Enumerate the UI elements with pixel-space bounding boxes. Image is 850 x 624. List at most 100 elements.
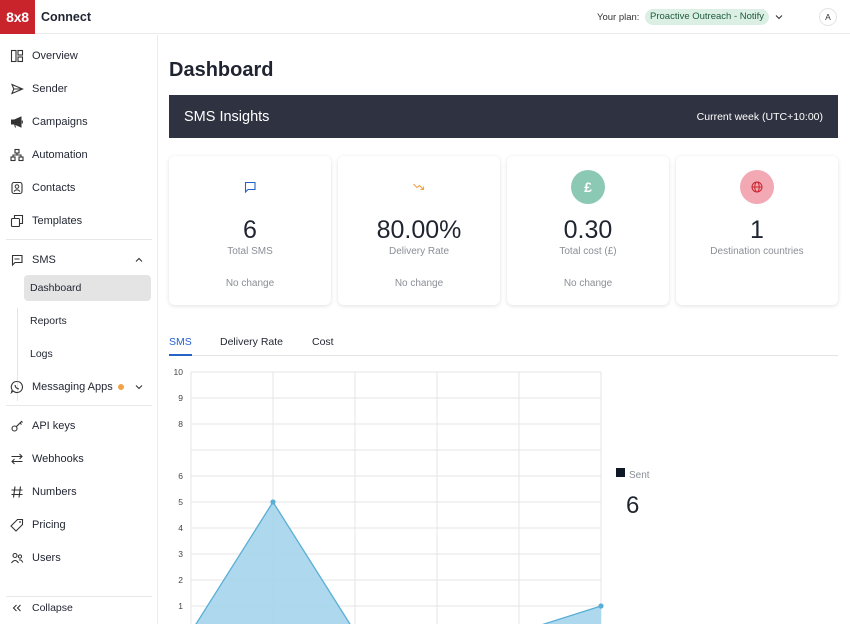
stat-change: No change — [394, 278, 444, 289]
overview-icon — [10, 49, 24, 63]
period-selector[interactable]: Current week (UTC+10:00) — [696, 111, 823, 123]
hash-icon — [10, 485, 24, 499]
sidebar-item-messaging-apps[interactable]: Messaging Apps — [10, 377, 124, 397]
sidebar-item-label: Automation — [32, 149, 88, 161]
stat-value: 1 — [750, 216, 764, 244]
sidebar-item-label: Campaigns — [32, 116, 88, 128]
y-tick-label: 6 — [178, 471, 183, 481]
notification-dot — [117, 384, 124, 390]
sidebar-item-label: SMS — [32, 254, 56, 266]
sidebar-item-api-keys[interactable]: API keys — [10, 416, 75, 436]
y-tick-label: 8 — [178, 419, 183, 429]
sidebar-item-campaigns[interactable]: Campaigns — [10, 112, 88, 132]
sidebar-item-overview[interactable]: Overview — [10, 46, 78, 66]
y-tick-label: 5 — [178, 497, 183, 507]
chart-tabs: SMS Delivery Rate Cost — [169, 330, 838, 356]
pound-icon: £ — [571, 170, 605, 204]
stat-label: Total SMS — [227, 246, 273, 257]
legend-total: 6 — [626, 492, 640, 519]
sidebar-divider — [6, 405, 152, 406]
sidebar-item-label: Users — [32, 552, 61, 564]
chat-icon — [10, 253, 24, 267]
stat-card-total-cost: £ 0.30 Total cost (£) No change — [507, 156, 669, 305]
stat-value: 0.30 — [563, 216, 613, 244]
legend-swatch — [616, 468, 625, 477]
submenu-guide-line — [17, 308, 18, 401]
stat-card-total-sms: 6 Total SMS No change — [169, 156, 331, 305]
sidebar-item-label: Webhooks — [32, 453, 84, 465]
insights-banner: SMS Insights Current week (UTC+10:00) — [169, 95, 838, 138]
chevron-up-icon[interactable] — [134, 255, 144, 265]
sidebar-subitem-dashboard[interactable]: Dashboard — [24, 275, 151, 301]
stat-label: Delivery Rate — [388, 246, 450, 257]
stat-change: No change — [225, 278, 275, 289]
sidebar-item-automation[interactable]: Automation — [10, 145, 88, 165]
collapse-button[interactable]: Collapse — [10, 598, 73, 618]
legend-series-name: Sent — [629, 470, 650, 481]
sidebar-item-label: Messaging Apps — [32, 381, 113, 393]
sidebar-divider — [6, 596, 152, 597]
stat-change: No change — [563, 278, 613, 289]
plan-badge[interactable]: Proactive Outreach - Notify — [645, 9, 770, 25]
sidebar-item-contacts[interactable]: Contacts — [10, 178, 75, 198]
avatar[interactable]: A — [819, 8, 837, 26]
sidebar-item-webhooks[interactable]: Webhooks — [10, 449, 84, 469]
brand-name: Connect — [41, 10, 91, 24]
data-point — [598, 603, 604, 609]
series-area — [196, 502, 601, 624]
tab-delivery-rate[interactable]: Delivery Rate — [220, 336, 284, 348]
chevron-down-icon[interactable] — [774, 12, 784, 22]
tag-icon — [10, 518, 24, 532]
y-tick-label: 9 — [178, 393, 183, 403]
sidebar-item-sender[interactable]: Sender — [10, 79, 67, 99]
y-tick-label: 1 — [178, 601, 183, 611]
sidebar-subitem-logs[interactable]: Logs — [30, 348, 53, 360]
sidebar-item-label: Contacts — [32, 182, 76, 194]
templates-icon — [10, 214, 24, 228]
collapse-label: Collapse — [32, 602, 73, 614]
top-bar: 8x8 Connect Your plan: Proactive Outreac… — [0, 0, 850, 34]
tab-cost[interactable]: Cost — [312, 336, 334, 348]
stat-label: Destination countries — [710, 246, 804, 257]
stat-value: 80.00% — [376, 216, 462, 244]
tab-sms[interactable]: SMS — [169, 336, 192, 356]
stat-card-destination-countries: 1 Destination countries — [676, 156, 838, 305]
logo[interactable]: 8x8 — [0, 0, 35, 34]
sidebar-item-numbers[interactable]: Numbers — [10, 482, 77, 502]
sidebar-subitem-reports[interactable]: Reports — [30, 315, 67, 327]
sidebar-item-label: Templates — [32, 215, 83, 227]
plan-label: Your plan: — [597, 12, 640, 23]
users-icon — [10, 551, 24, 565]
data-point — [270, 499, 276, 505]
page-title: Dashboard — [169, 59, 274, 81]
stat-value: 6 — [243, 216, 257, 244]
sidebar-item-pricing[interactable]: Pricing — [10, 515, 66, 535]
webhooks-icon — [10, 452, 24, 466]
sidebar-item-sms[interactable]: SMS — [10, 250, 56, 270]
message-icon — [233, 170, 267, 204]
whatsapp-icon — [10, 380, 24, 394]
y-tick-label: 10 — [174, 367, 184, 377]
sidebar: Overview Sender Campaigns Automation Con… — [0, 35, 158, 624]
sms-area-chart: 10 9 8 6 5 4 3 2 1 — [174, 367, 604, 624]
sidebar-item-templates[interactable]: Templates — [10, 211, 82, 231]
sidebar-item-label: Pricing — [32, 519, 66, 531]
sidebar-item-label: API keys — [32, 420, 76, 432]
send-icon — [10, 82, 24, 96]
stat-label: Total cost (£) — [559, 246, 617, 257]
trend-down-icon — [402, 170, 436, 204]
key-icon — [10, 419, 24, 433]
megaphone-icon — [10, 115, 24, 129]
contacts-icon — [10, 181, 24, 195]
sidebar-divider — [6, 239, 152, 240]
banner-title: SMS Insights — [184, 109, 270, 125]
globe-icon — [740, 170, 774, 204]
automation-icon — [10, 148, 24, 162]
chevron-down-icon[interactable] — [134, 382, 144, 392]
series-line — [195, 500, 602, 624]
sidebar-item-users[interactable]: Users — [10, 548, 61, 568]
y-tick-label: 2 — [178, 575, 183, 585]
sidebar-item-label: Sender — [32, 83, 68, 95]
y-tick-label: 3 — [178, 549, 183, 559]
stat-card-delivery-rate: 80.00% Delivery Rate No change — [338, 156, 500, 305]
